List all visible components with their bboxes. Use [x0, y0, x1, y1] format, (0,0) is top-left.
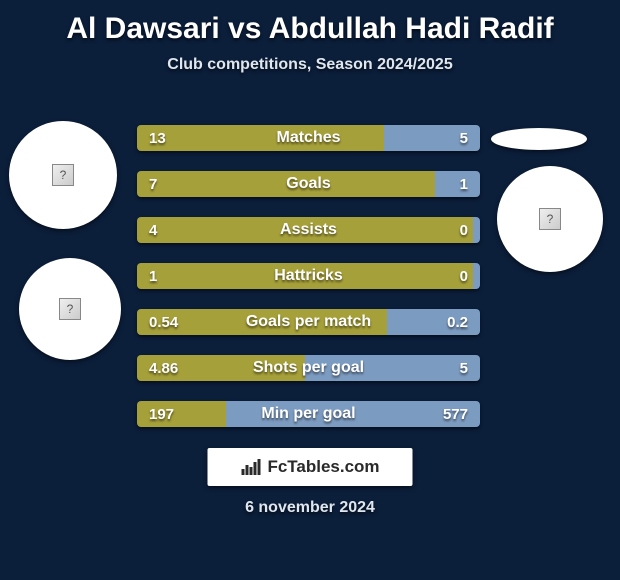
decor-circle: ? — [497, 166, 603, 272]
stat-right-value: 0 — [460, 217, 468, 243]
stat-label: Goals — [137, 171, 480, 197]
page-title: Al Dawsari vs Abdullah Hadi Radif — [0, 0, 620, 46]
stat-row: 13Matches5 — [137, 125, 480, 151]
stat-label: Shots per goal — [137, 355, 480, 381]
watermark-text: FcTables.com — [267, 457, 379, 477]
decor-circle: ? — [19, 258, 121, 360]
stat-row: 197Min per goal577 — [137, 401, 480, 427]
stat-row: 1Hattricks0 — [137, 263, 480, 289]
footer-date: 6 november 2024 — [0, 499, 620, 517]
stat-right-value: 5 — [460, 125, 468, 151]
stat-label: Assists — [137, 217, 480, 243]
stat-right-value: 0 — [460, 263, 468, 289]
stat-row: 4.86Shots per goal5 — [137, 355, 480, 381]
stat-right-value: 577 — [443, 401, 468, 427]
stat-row: 7Goals1 — [137, 171, 480, 197]
stat-right-value: 5 — [460, 355, 468, 381]
stat-right-value: 0.2 — [447, 309, 468, 335]
broken-image-icon: ? — [59, 298, 81, 320]
broken-image-icon: ? — [52, 164, 74, 186]
decor-circle: ? — [9, 121, 117, 229]
comparison-bars: 13Matches57Goals14Assists01Hattricks00.5… — [137, 125, 480, 447]
stat-label: Hattricks — [137, 263, 480, 289]
stat-row: 0.54Goals per match0.2 — [137, 309, 480, 335]
page-subtitle: Club competitions, Season 2024/2025 — [0, 56, 620, 74]
stat-label: Matches — [137, 125, 480, 151]
bars-icon — [240, 458, 262, 476]
stat-label: Goals per match — [137, 309, 480, 335]
stat-label: Min per goal — [137, 401, 480, 427]
watermark-badge: FcTables.com — [208, 448, 413, 486]
stat-row: 4Assists0 — [137, 217, 480, 243]
broken-image-icon: ? — [539, 208, 561, 230]
stat-right-value: 1 — [460, 171, 468, 197]
decor-ellipse — [491, 128, 587, 150]
